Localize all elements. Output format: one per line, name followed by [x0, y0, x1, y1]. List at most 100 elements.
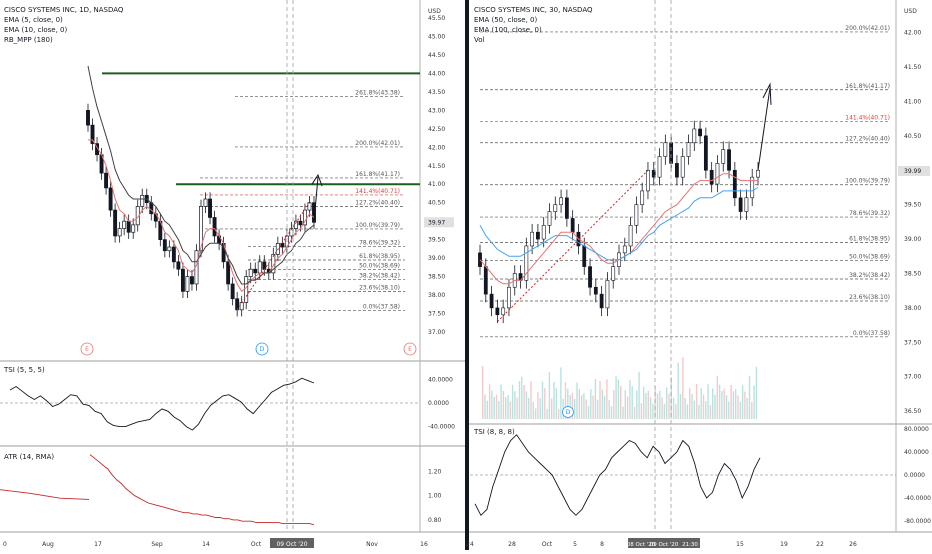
right-volume-bar [668, 393, 670, 419]
right-volume-bar [714, 394, 716, 419]
right-candle [698, 128, 702, 137]
right-volume-bar [712, 388, 714, 419]
right-time-tick: 22 [816, 541, 824, 548]
right-indicator-ema50: EMA (50, close, 0) [474, 16, 538, 24]
right-volume-bar [599, 381, 601, 419]
left-event-marker [80, 342, 94, 356]
left-candle [248, 268, 253, 277]
right-price-tick: 38.50 [904, 270, 921, 277]
right-volume-bar [603, 395, 606, 419]
left-time-tick: Oct [251, 541, 262, 548]
right-fib-label: 78.6%(39.32) [849, 210, 890, 217]
left-candle [199, 206, 203, 252]
left-fib-label: 78.6%(39.32) [359, 239, 400, 246]
right-volume-bar [755, 366, 758, 419]
right-volume-bar [606, 379, 608, 419]
right-volume-bar [532, 402, 534, 419]
right-volume-bar [741, 385, 744, 419]
right-volume-bar [553, 381, 555, 419]
right-candle [675, 163, 679, 178]
right-volume-bar [700, 388, 702, 419]
left-event-marker-label: E [85, 346, 89, 353]
right-candle [524, 245, 529, 281]
right-volume-bar [751, 402, 753, 419]
left-candle [131, 224, 136, 233]
left-candle [167, 246, 172, 252]
left-candle [162, 239, 167, 252]
right-volume-bar [725, 395, 728, 419]
left-fib-label: 200.0%(42.01) [355, 140, 400, 147]
right-volume-bar [739, 401, 741, 419]
left-candle [262, 261, 267, 270]
left-price-tick: 42.00 [428, 144, 445, 151]
right-volume-bar [753, 385, 755, 419]
right-candle [657, 156, 662, 178]
left-price-tick: 44.50 [428, 52, 445, 59]
right-candle [709, 169, 714, 185]
left-candle [203, 198, 208, 207]
left-candle [212, 217, 217, 237]
left-tsi-line [9, 377, 315, 431]
right-volume-bar [502, 390, 505, 419]
left-candle [208, 198, 212, 218]
left-candle [90, 124, 95, 144]
right-volume-bar [656, 393, 659, 419]
left-tsi-tick: -40.0000 [428, 424, 455, 431]
right-volume-bar [555, 388, 557, 419]
right-volume-bar [645, 393, 647, 419]
left-atr-line [89, 454, 315, 526]
left-chart-title: CISCO SYSTEMS INC, 1D, NASDAQ [4, 6, 124, 14]
right-volume-bar [620, 386, 622, 419]
left-candle [257, 261, 262, 274]
right-volume-bar [592, 395, 594, 419]
right-volume-bar [601, 389, 603, 419]
right-time-tick: 5 [573, 541, 577, 548]
right-volume-bar [488, 384, 491, 419]
left-price-tick: 41.50 [428, 163, 445, 170]
right-price-tick: 38.00 [904, 305, 921, 312]
right-volume-bar [583, 393, 585, 419]
right-volume-bar [744, 391, 746, 419]
right-volume-bar [560, 367, 562, 419]
right-volume-bar [695, 384, 698, 419]
right-time-tick: Oct [542, 541, 553, 548]
right-volume-bar [507, 395, 509, 419]
right-volume-bar [716, 376, 718, 419]
left-time-tick: 14 [202, 541, 210, 548]
right-arrow-head [762, 82, 772, 105]
right-price-tick: 37.50 [904, 339, 921, 346]
left-atr-legend: ATR (14, RMA) [4, 453, 55, 461]
right-time-highlight-a: 08 Oct '20 [627, 542, 656, 548]
right-volume-bar [587, 405, 590, 419]
right-candle [732, 169, 737, 199]
right-volume-bar [518, 381, 521, 419]
right-volume-bar [551, 398, 553, 419]
left-candle [307, 202, 312, 211]
left-time-highlight-box [270, 538, 314, 548]
right-tsi-tick: 80.0000 [904, 426, 929, 433]
right-volume-bar [514, 391, 516, 419]
right-candle [559, 197, 563, 205]
right-candle [744, 197, 749, 212]
right-candle [495, 307, 500, 316]
right-volume-bar [525, 391, 528, 419]
right-volume-bar [534, 408, 537, 419]
right-volume-bar [709, 405, 712, 419]
right-volume-bar [624, 390, 626, 419]
right-volume-bar [686, 404, 689, 419]
left-last-price-badge [424, 217, 454, 228]
right-volume-bar [684, 398, 686, 419]
left-candle [104, 172, 109, 189]
left-candle [126, 220, 131, 233]
right-price-tick: 41.50 [904, 64, 921, 71]
left-candle [230, 283, 235, 300]
left-atr-tick: 1.20 [428, 469, 442, 476]
right-volume-bar [682, 357, 684, 419]
right-volume-bar [597, 399, 599, 419]
right-volume-bar [511, 384, 514, 419]
left-time-tick: Nov [366, 541, 378, 548]
left-fib-label: 100.0%(39.79) [355, 222, 400, 229]
left-fib-label: 50.0%(38.69) [359, 263, 400, 270]
left-candle [293, 220, 298, 229]
